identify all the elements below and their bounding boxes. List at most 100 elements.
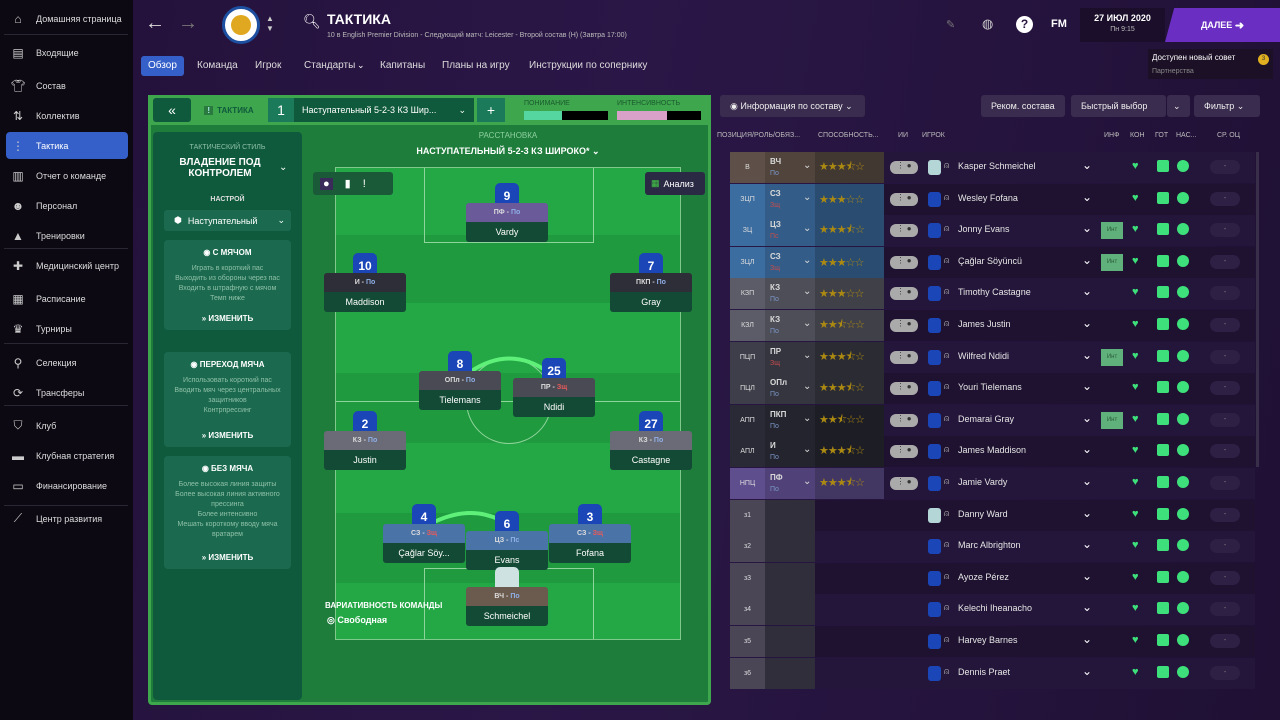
- fm-button[interactable]: FM: [1051, 18, 1067, 30]
- chevron-down-icon[interactable]: ⌄: [1082, 252, 1093, 267]
- player-name[interactable]: Timothy Castagne: [958, 287, 1031, 298]
- sidebar-item[interactable]: ⇅ Коллектив: [6, 102, 128, 129]
- ai-toggle-icon[interactable]: ⋮ ●: [890, 224, 918, 238]
- date-display[interactable]: 27 ИЮЛ 2020 Пн 9:15: [1080, 8, 1165, 42]
- role-cell[interactable]: [765, 499, 815, 531]
- chevron-down-icon[interactable]: ⌄: [1082, 663, 1093, 678]
- ai-toggle-icon[interactable]: ⋮ ●: [890, 192, 918, 206]
- role-select[interactable]: И - По: [324, 273, 406, 292]
- column-header[interactable]: ИГРОК: [922, 132, 945, 139]
- player-card[interactable]: СЗ - Зщ Çağlar Söy...: [383, 524, 465, 563]
- player-select[interactable]: Castagne: [610, 450, 692, 470]
- sidebar-item[interactable]: ⚲ Селекция: [6, 349, 128, 376]
- tab[interactable]: Инструкции по сопернику: [529, 60, 648, 71]
- player-name[interactable]: Youri Tielemans: [958, 382, 1022, 393]
- player-name[interactable]: Wesley Fofana: [958, 192, 1018, 203]
- chevron-down-icon[interactable]: ⌄: [1082, 410, 1093, 425]
- chevron-down-icon[interactable]: ⌄: [279, 162, 288, 173]
- ai-toggle-icon[interactable]: ⋮ ●: [890, 287, 918, 301]
- table-row[interactable]: з3 ⍝ Ayoze Pérez ⌄ ♥ -: [730, 562, 1255, 594]
- player-name[interactable]: James Justin: [958, 319, 1011, 329]
- tactic-slot[interactable]: 1: [268, 98, 294, 122]
- alert-icon[interactable]: !: [362, 177, 366, 190]
- chevron-down-icon[interactable]: ⌄: [1082, 600, 1093, 615]
- player-select[interactable]: Vardy: [466, 222, 548, 242]
- ai-toggle-icon[interactable]: ⋮ ●: [890, 382, 918, 396]
- role-cell[interactable]: КЗ По ⌄: [765, 278, 815, 310]
- role-cell[interactable]: [765, 657, 815, 689]
- table-row[interactable]: АПЛ И По ⌄ ★★★⯪☆ ⋮ ● ⍝ James Maddison ⌄ ♥ -: [730, 436, 1255, 468]
- player-card[interactable]: СЗ - Зщ Fofana: [549, 524, 631, 563]
- sidebar-item[interactable]: 👕︎ Состав: [6, 72, 128, 99]
- tactic-select[interactable]: Наступательный 5-2-3 КЗ Шир... ⌄: [294, 98, 474, 122]
- role-select[interactable]: ВЧ - По: [466, 587, 548, 606]
- player-icon[interactable]: ●: [320, 177, 333, 190]
- player-card[interactable]: КЗ - По Justin: [324, 431, 406, 470]
- role-cell[interactable]: ПКП По ⌄: [765, 404, 815, 436]
- table-row[interactable]: ЗЦЛ СЗ Зщ ⌄ ★★★☆☆ ⋮ ● ⍝ Çağlar Söyüncü ⌄ Инт ♥ -: [730, 246, 1255, 278]
- player-select[interactable]: Gray: [610, 292, 692, 312]
- player-select[interactable]: Maddison: [324, 292, 406, 312]
- player-select[interactable]: Ndidi: [513, 397, 595, 417]
- role-cell[interactable]: ВЧ По ⌄: [765, 152, 815, 183]
- table-row[interactable]: НПЦ ПФ По ⌄ ★★★⯪☆ ⋮ ● ⍝ Jamie Vardy ⌄ ♥ -: [730, 468, 1255, 499]
- player-name[interactable]: Harvey Barnes: [958, 635, 1018, 645]
- role-cell[interactable]: ЦЗ Пс ⌄: [765, 215, 815, 247]
- role-select[interactable]: КЗ - По: [610, 431, 692, 450]
- formation-select[interactable]: НАСТУПАТЕЛЬНЫЙ 5-2-3 КЗ ШИРОКО* ⌄: [416, 146, 600, 156]
- edit-icon[interactable]: ✎: [946, 19, 956, 31]
- club-crest[interactable]: [222, 6, 260, 44]
- chart-icon[interactable]: ▮: [344, 178, 351, 190]
- table-row[interactable]: ПЦП ПР Зщ ⌄ ★★★⯪☆ ⋮ ● ⍝ Wilfred Ndidi ⌄ Инт ♥ -: [730, 341, 1255, 373]
- scrollbar[interactable]: [1256, 152, 1259, 467]
- player-card[interactable]: И - По Maddison: [324, 273, 406, 312]
- help-icon[interactable]: ?: [1016, 16, 1033, 33]
- ai-toggle-icon[interactable]: ⋮ ●: [890, 319, 918, 332]
- player-name[interactable]: Kelechi Iheanacho: [958, 603, 1033, 614]
- player-name[interactable]: Wilfred Ndidi: [958, 350, 1010, 361]
- table-row[interactable]: КЗЛ КЗ По ⌄ ★★⯪☆☆ ⋮ ● ⍝ James Justin ⌄ ♥ -: [730, 310, 1255, 341]
- tab[interactable]: Игрок: [255, 60, 282, 71]
- mentality-select[interactable]: ⬢ Наступательный ⌄: [164, 210, 291, 231]
- sidebar-item[interactable]: ▥ Отчет о команде: [6, 162, 128, 189]
- role-cell[interactable]: [765, 594, 815, 626]
- column-header[interactable]: СПОСОБНОСТЬ...: [818, 132, 879, 139]
- player-name[interactable]: Kasper Schmeichel: [958, 161, 1036, 171]
- forward-arrow-icon[interactable]: →: [178, 12, 198, 34]
- player-name[interactable]: Ayoze Pérez: [958, 571, 1009, 582]
- sidebar-item[interactable]: ⋮ Тактика: [6, 132, 128, 159]
- search-icon[interactable]: 🔍︎: [303, 13, 321, 29]
- quick-pick-dropdown[interactable]: ⌄: [1167, 95, 1190, 117]
- chevron-down-icon[interactable]: ⌄: [1082, 158, 1093, 172]
- table-row[interactable]: АПП ПКП По ⌄ ★★⯪☆☆ ⋮ ● ⍝ Demarai Gray ⌄ Инт ♥ -: [730, 404, 1255, 436]
- tactical-style-value[interactable]: ВЛАДЕНИЕ ПОД КОНТРОЛЕМ: [179, 157, 261, 179]
- table-row[interactable]: КЗП КЗ По ⌄ ★★★☆☆ ⋮ ● ⍝ Timothy Castagne ⌄ ♥ -: [730, 278, 1255, 310]
- quick-pick-button[interactable]: Быстрый выбор: [1071, 95, 1166, 117]
- table-row[interactable]: ПЦЛ ОПл По ⌄ ★★★⯪☆ ⋮ ● ⍝ Youri Tielemans ⌄ ♥ -: [730, 373, 1255, 405]
- player-card[interactable]: ПКП - По Gray: [610, 273, 692, 312]
- tab[interactable]: Команда: [197, 60, 238, 71]
- player-card[interactable]: КЗ - По Castagne: [610, 431, 692, 470]
- role-select[interactable]: СЗ - Зщ: [383, 524, 465, 543]
- chevron-down-icon[interactable]: ⌄: [1082, 568, 1093, 583]
- sidebar-item[interactable]: ⛉ Клуб: [6, 412, 128, 439]
- player-card[interactable]: ПФ - По Vardy: [466, 203, 548, 242]
- recommend-button[interactable]: Реком. состава: [981, 95, 1065, 117]
- tab[interactable]: Планы на игру: [442, 60, 510, 71]
- analysis-button[interactable]: ▦ Анализ: [645, 172, 705, 195]
- role-cell[interactable]: СЗ Зщ ⌄: [765, 183, 815, 215]
- role-cell[interactable]: И По ⌄: [765, 436, 815, 468]
- chevron-down-icon[interactable]: ⌄: [1082, 379, 1093, 394]
- continue-button[interactable]: ДАЛЕЕ ➜: [1165, 8, 1280, 42]
- table-row[interactable]: ЗЦ ЦЗ Пс ⌄ ★★★⯪☆ ⋮ ● ⍝ Jonny Evans ⌄ Инт ♥ -: [730, 215, 1255, 247]
- player-select[interactable]: Evans: [466, 550, 548, 570]
- notification[interactable]: Доступен новый совет Партнерства 3: [1148, 49, 1273, 79]
- role-cell[interactable]: [765, 562, 815, 594]
- squad-info-select[interactable]: ◉ Информация по составу ⌄: [720, 95, 865, 117]
- role-cell[interactable]: [765, 626, 815, 657]
- ai-toggle-icon[interactable]: ⋮ ●: [890, 445, 918, 459]
- table-row[interactable]: з6 ⍝ Dennis Praet ⌄ ♥ -: [730, 657, 1255, 689]
- chevron-down-icon[interactable]: ⌄: [1082, 316, 1093, 330]
- role-cell[interactable]: ПФ По ⌄: [765, 468, 815, 499]
- table-row[interactable]: В ВЧ По ⌄ ★★★⯪☆ ⋮ ● ⍝ Kasper Schmeichel ⌄ ♥ -: [730, 152, 1255, 183]
